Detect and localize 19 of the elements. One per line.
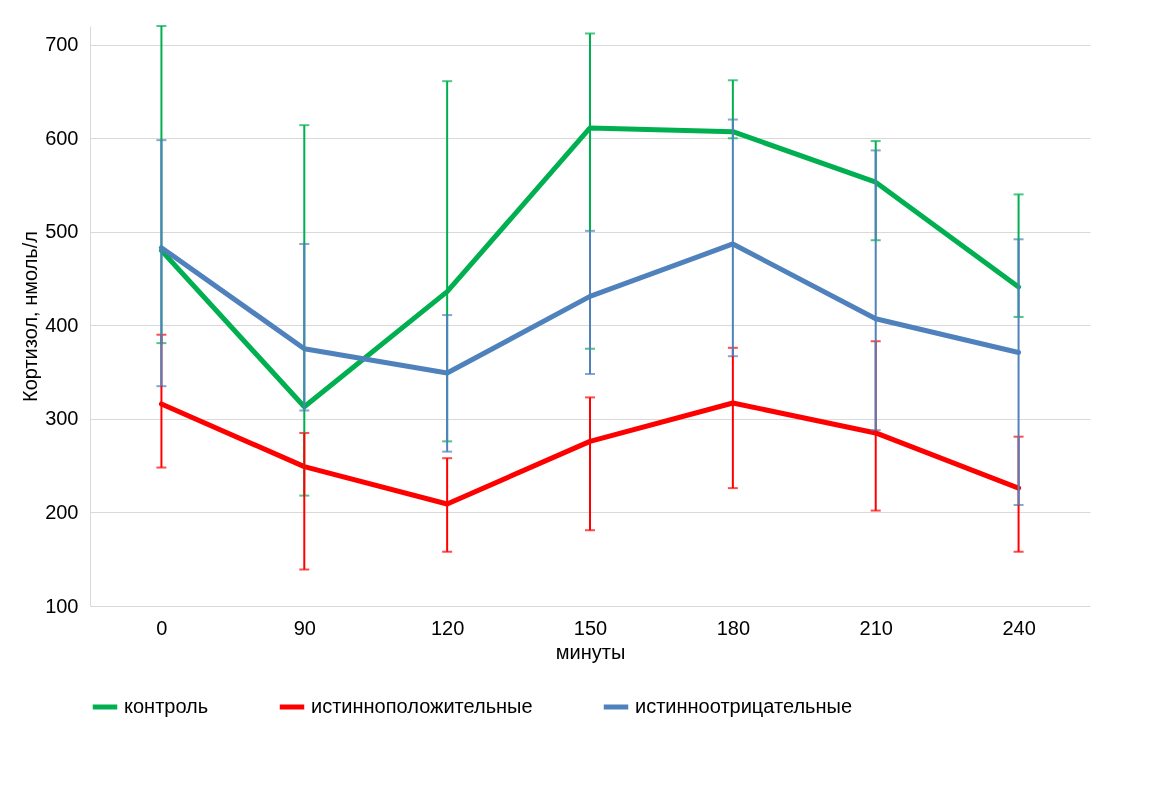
y-axis-title: Кортизол, нмоль/л (19, 231, 42, 402)
y-tick-label: 200 (45, 500, 79, 523)
x-tick-label: 120 (430, 616, 465, 639)
x-tick-label: 210 (859, 616, 893, 639)
x-axis-title: минуты (555, 640, 626, 663)
y-tick-label: 600 (45, 126, 79, 149)
y-tick-label: 400 (45, 313, 79, 336)
x-tick-label: 0 (156, 616, 168, 639)
x-tick-label: 180 (716, 616, 751, 639)
x-tick-label: 150 (573, 616, 608, 639)
legend-label: истинноположительные (311, 695, 533, 717)
y-tick-label: 700 (45, 33, 79, 56)
x-tick-label: 240 (1002, 616, 1036, 639)
legend-label: истинноотрицательные (635, 695, 853, 717)
y-tick-label: 300 (45, 407, 79, 430)
y-tick-label: 500 (45, 220, 79, 243)
legend-label: контроль (124, 695, 209, 717)
x-tick-label: 90 (293, 616, 316, 639)
y-tick-label: 100 (45, 594, 79, 617)
